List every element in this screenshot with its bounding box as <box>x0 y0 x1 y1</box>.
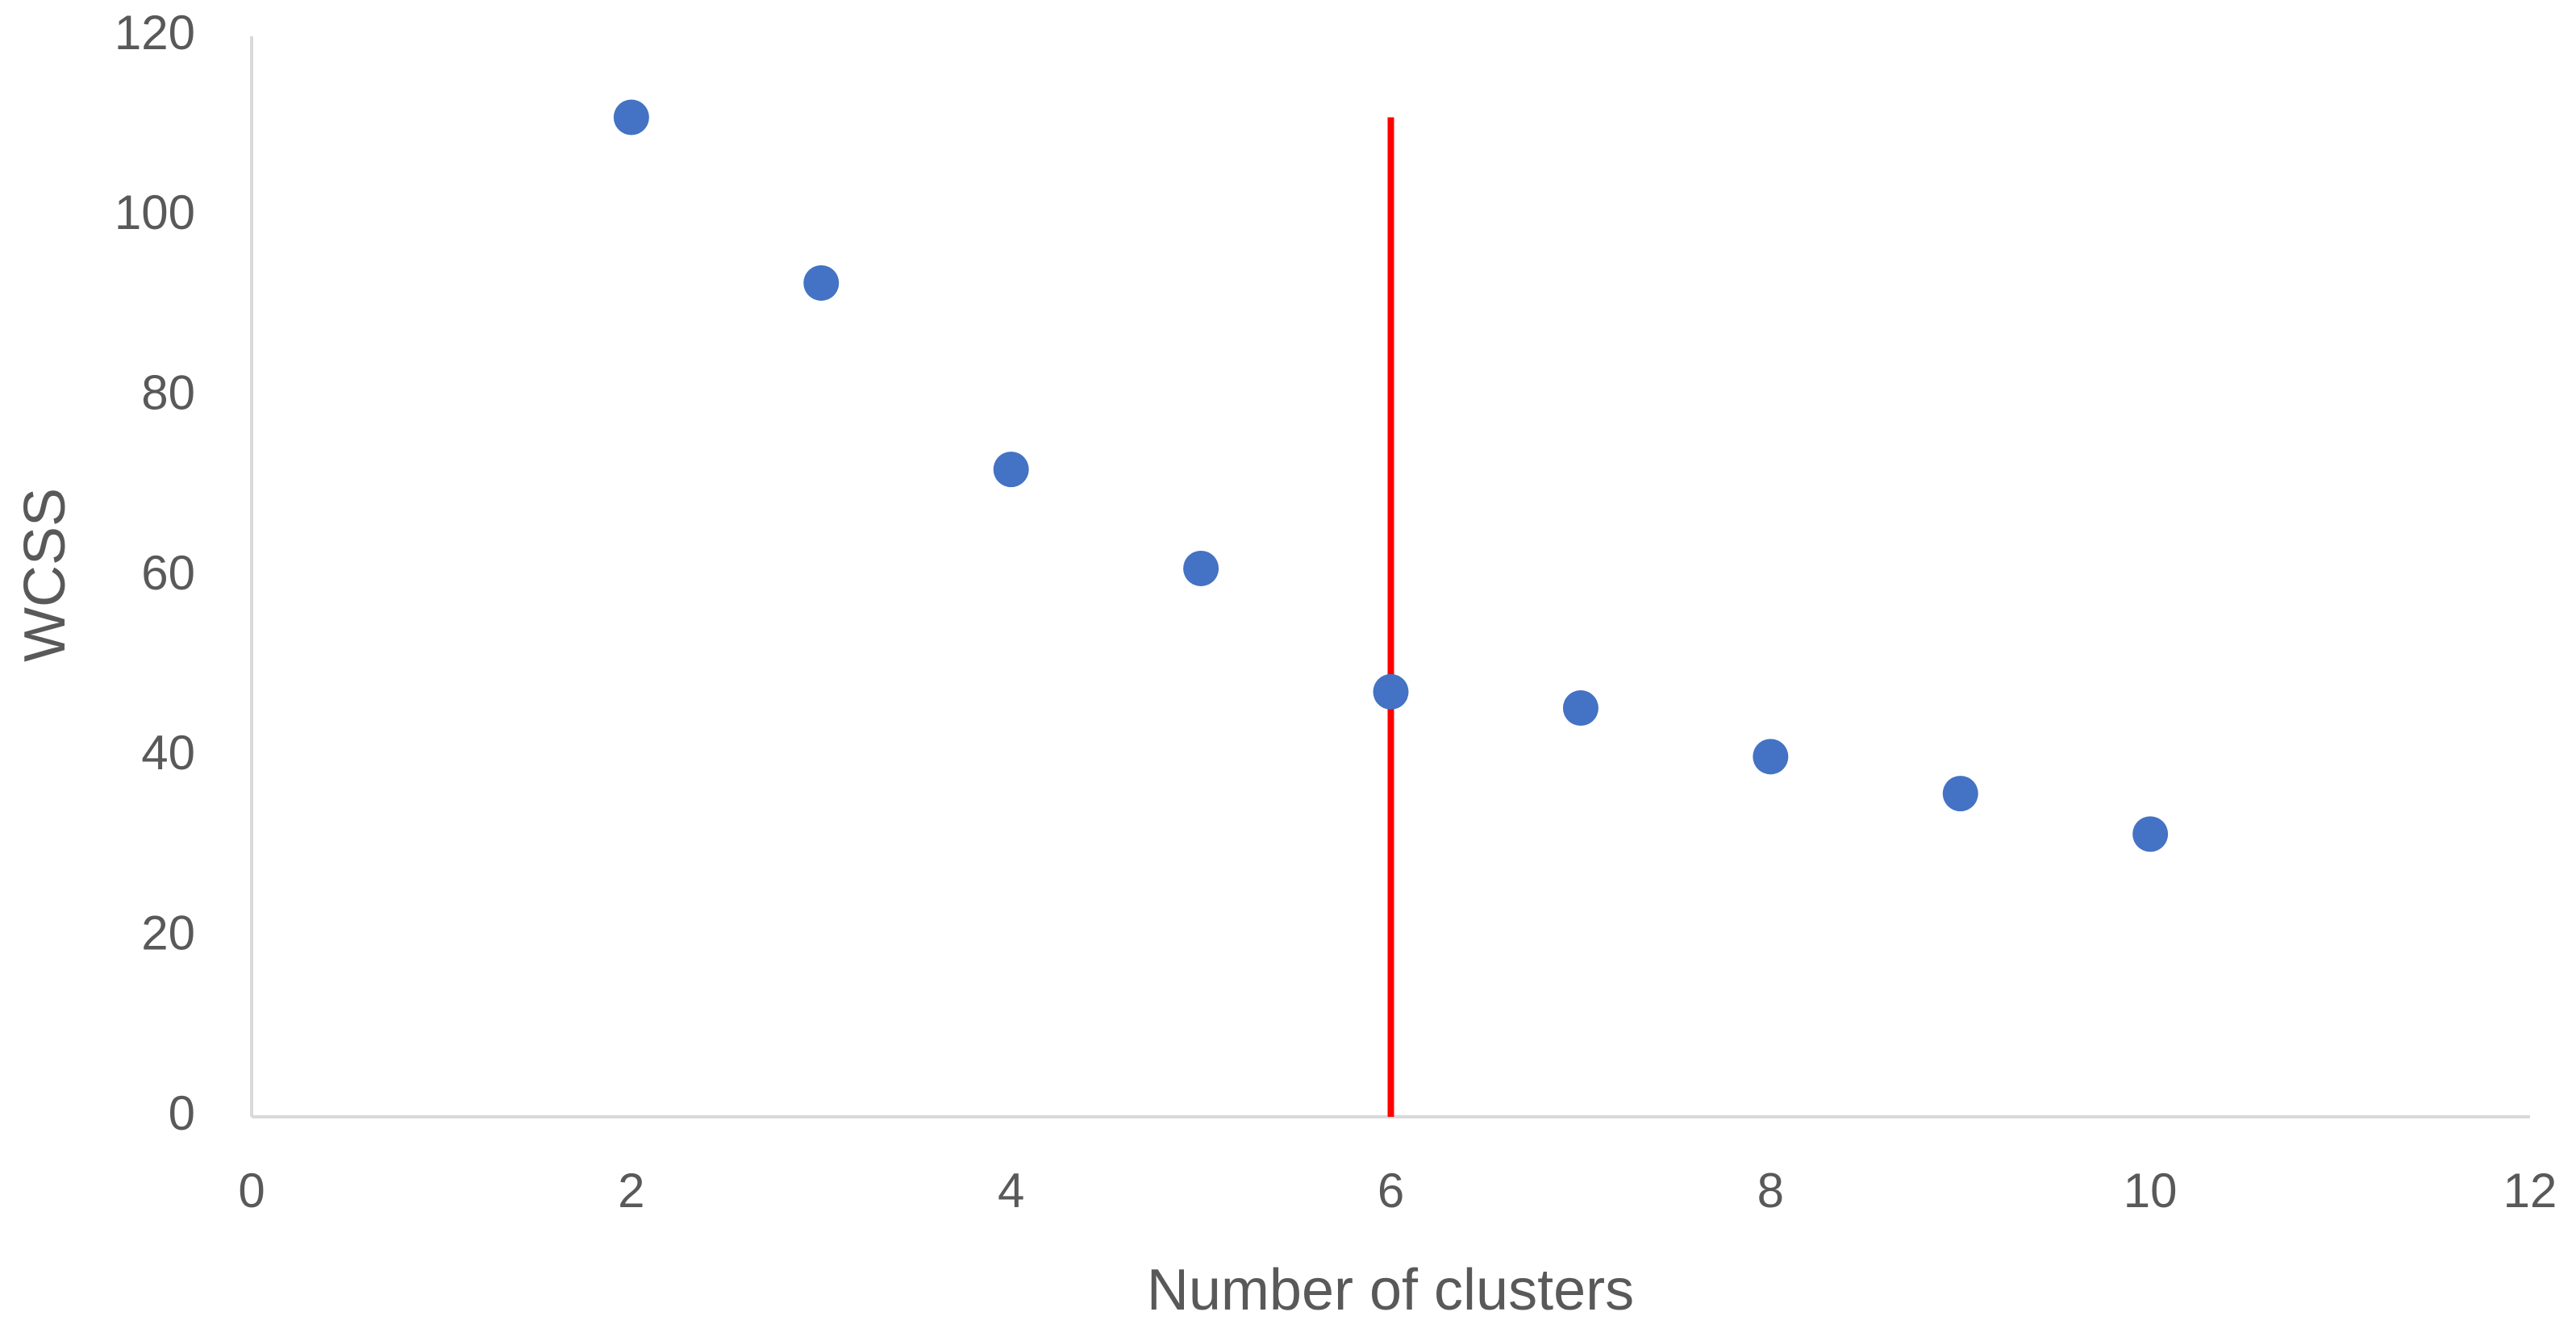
x-tick-label: 4 <box>998 1164 1024 1218</box>
y-tick-label: 40 <box>141 726 195 780</box>
point <box>1183 550 1219 586</box>
y-tick-label: 80 <box>141 366 195 420</box>
y-tick-label: 0 <box>169 1086 195 1140</box>
y-tick-label: 60 <box>141 546 195 600</box>
point <box>1942 776 1978 812</box>
x-axis-title: Number of clusters <box>1147 1258 1634 1322</box>
point <box>1373 673 1409 710</box>
y-axis-title: WCSS <box>13 488 77 662</box>
y-tick-label: 100 <box>115 185 195 239</box>
x-tick-label: 8 <box>1757 1164 1784 1218</box>
y-tick-label: 20 <box>141 906 195 960</box>
point <box>1753 739 1789 775</box>
point <box>993 452 1029 488</box>
point <box>803 264 840 301</box>
y-tick-label: 120 <box>115 6 195 60</box>
x-tick-label: 10 <box>2124 1164 2178 1218</box>
x-tick-label: 6 <box>1378 1164 1404 1218</box>
x-tick-label: 12 <box>2503 1164 2557 1218</box>
point <box>613 99 649 135</box>
point <box>1562 690 1599 727</box>
x-tick-label: 2 <box>618 1164 644 1218</box>
x-tick-label: 0 <box>238 1164 265 1218</box>
point <box>2132 816 2169 852</box>
